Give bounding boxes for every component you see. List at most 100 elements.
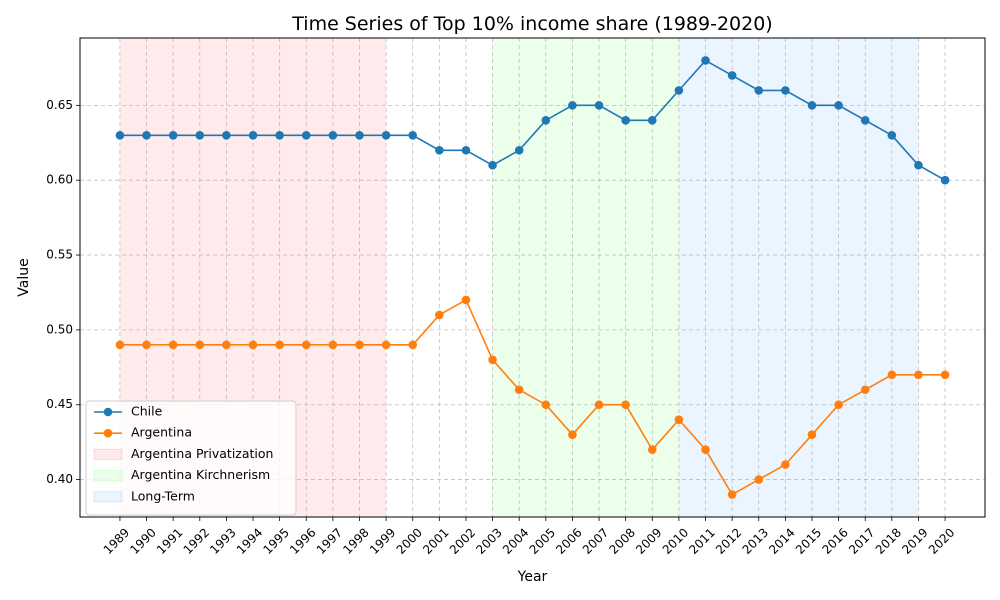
data-point [248,340,258,350]
data-point [674,415,684,425]
data-point [914,370,923,380]
x-tick-label: 2005 [527,525,558,556]
y-tick-label: 0.55 [46,248,73,262]
data-point [195,130,205,140]
data-point [115,130,125,140]
x-tick-label: 2000 [394,525,425,556]
data-point [834,400,843,410]
data-point [275,340,284,350]
data-point [701,56,710,65]
data-point [142,340,151,350]
data-point [461,295,471,305]
axes-frame [79,37,986,518]
data-point [568,101,577,110]
data-point [168,130,178,140]
data-point [115,340,125,350]
legend-box [85,400,297,516]
data-point [435,310,444,320]
legend-label: Long-Term [131,488,195,503]
y-tick-label: 0.45 [46,397,73,411]
x-tick-label: 2016 [819,525,850,556]
data-point [674,86,684,95]
data-point [621,116,630,125]
data-point [701,445,710,454]
data-point [461,145,471,155]
x-tick-label: 2009 [633,525,664,556]
data-point [727,71,737,80]
data-point [541,116,551,125]
y-tick-label: 0.50 [46,322,73,336]
x-tick-label: 1995 [260,525,291,556]
data-point [514,385,524,395]
x-tick-label: 1993 [207,525,238,556]
x-tick-label: 1994 [234,525,265,556]
series-line-2 [119,298,946,496]
data-point [647,116,657,125]
x-tick-label: 2017 [846,525,877,556]
data-point [328,340,338,350]
legend-swatch-2 [93,470,123,482]
x-tick-label: 2014 [766,525,797,556]
data-point [248,130,258,140]
data-point [860,116,870,125]
x-tick-label: 2002 [447,525,478,556]
data-point [408,340,418,350]
series-line-1 [119,59,946,181]
data-point [887,130,897,140]
legend-marker-2 [103,428,113,438]
legend: Chile Argentina Argentina Privatization Arg… [85,400,297,516]
x-tick-label: 1991 [154,525,185,556]
data-point [381,130,391,140]
legend-label: Chile [131,404,163,419]
x-tick-label: 2007 [580,525,611,556]
data-point [168,340,178,350]
y-tick-label: 0.60 [46,173,73,187]
x-tick-label: 1996 [287,525,318,556]
data-point [514,145,524,155]
data-point [807,101,817,110]
data-point [488,355,497,365]
data-point [621,400,630,410]
data-point [408,130,418,140]
x-tick-label: 1992 [181,525,212,556]
data-point [222,130,231,140]
data-point [301,130,311,140]
data-point [781,86,790,95]
x-tick-label: 1989 [101,525,132,556]
plot-area: 1989199019911992199319941995199619971998… [46,37,986,557]
x-tick-label: 2006 [553,525,584,556]
y-tick-label: 0.40 [46,472,73,486]
data-point [222,340,231,350]
shaded-period-2 [492,38,679,517]
x-tick-label: 2020 [926,525,957,556]
data-point [355,340,364,350]
legend-label: Argentina [131,425,192,440]
y-axis-title: Value [16,258,32,296]
x-tick-label: 1998 [340,525,371,556]
data-point [195,340,205,350]
y-tick-label: 0.65 [46,98,73,112]
x-tick-label: 2012 [713,525,744,556]
x-tick-label: 2010 [660,525,691,556]
data-point [754,475,764,484]
x-tick-label: 1990 [127,525,158,556]
chart-title: Time Series of Top 10% income share (198… [291,13,772,35]
x-tick-label: 2003 [473,525,504,556]
x-tick-label: 2008 [607,525,638,556]
x-tick-label: 1997 [314,525,345,556]
data-point [381,340,391,350]
legend-label: Argentina Privatization [131,446,273,461]
x-tick-label: 2001 [420,525,451,556]
data-point [940,175,950,185]
data-point [142,130,151,140]
data-point [355,130,364,140]
x-tick-label: 2011 [686,525,717,556]
data-point [594,400,604,410]
data-point [301,340,311,350]
legend-marker-1 [103,407,113,417]
data-point [488,160,497,170]
data-point [834,101,843,110]
data-point [940,370,950,380]
data-point [914,160,923,170]
